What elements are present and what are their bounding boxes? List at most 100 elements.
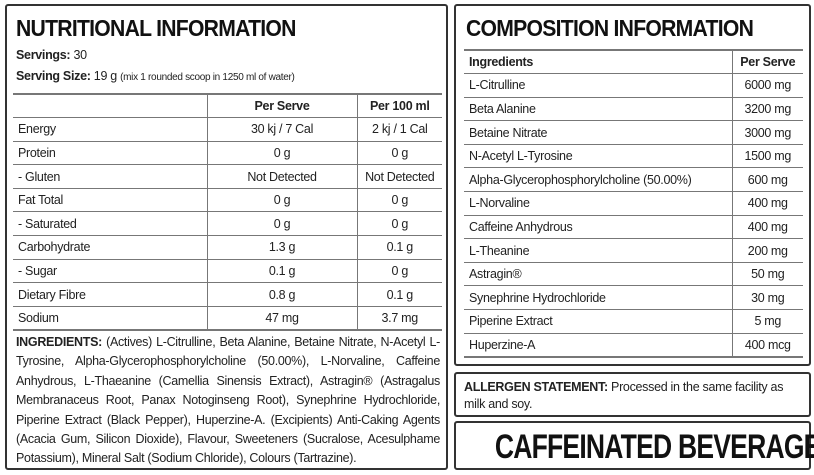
column-header xyxy=(13,93,208,119)
row-label: - Gluten xyxy=(13,164,208,189)
column-header: Per Serve xyxy=(731,49,803,75)
cell-value: 50 mg xyxy=(731,261,803,287)
cell-value: 0.1 g xyxy=(206,258,358,284)
row-label: L-Theanine xyxy=(464,238,733,263)
row-label: - Sugar xyxy=(13,258,208,284)
row-label: L-Citrulline xyxy=(464,73,733,98)
cell-value: 30 kj / 7 Cal xyxy=(206,117,358,142)
table-row: Betaine Nitrate 3000 mg xyxy=(464,120,803,145)
serving-size-value: 19 g xyxy=(93,69,117,83)
table-header-row: Ingredients Per Serve xyxy=(464,49,803,75)
table-row: Alpha-Glycerophosphorylcholine (50.00%) 6… xyxy=(464,167,803,193)
cell-value: 600 mg xyxy=(731,167,803,193)
cell-value: 0 g xyxy=(356,187,442,213)
nutrition-table: Per Serve Per 100 ml Energy 30 kj / 7 Cal 2 … xyxy=(13,93,442,331)
cell-value: 2 kj / 1 Cal xyxy=(356,117,442,142)
composition-panel: COMPOSITION INFORMATION Ingredients Per S… xyxy=(454,4,811,366)
row-label: - Saturated xyxy=(13,211,208,237)
cell-value: 30 mg xyxy=(731,285,803,311)
cell-value: 0.1 g xyxy=(356,282,442,307)
table-row: - Gluten Not Detected Not Detected xyxy=(13,164,442,189)
cell-value: 47 mg xyxy=(206,305,358,331)
table-row: Beta Alanine 3200 mg xyxy=(464,96,803,122)
table-row: Sodium 47 mg 3.7 mg xyxy=(13,305,442,331)
cell-value: 400 mg xyxy=(731,191,803,216)
cell-value: 0 g xyxy=(206,187,358,213)
table-row: Carbohydrate 1.3 g 0.1 g xyxy=(13,235,442,260)
cell-value: 0 g xyxy=(356,211,442,237)
cell-value: 0 g xyxy=(206,211,358,237)
caffeinated-banner: CAFFEINATED BEVERAGE xyxy=(454,421,814,470)
cell-value: 0 g xyxy=(206,140,358,166)
column-header: Ingredients xyxy=(464,49,733,75)
nutrition-title: NUTRITIONAL INFORMATION xyxy=(16,15,296,41)
cell-value: 200 mg xyxy=(731,238,803,263)
column-header: Per 100 ml xyxy=(356,93,442,119)
row-label: Astragin® xyxy=(464,261,733,287)
table-row: L-Citrulline 6000 mg xyxy=(464,73,803,98)
table-row: Synephrine Hydrochloride 30 mg xyxy=(464,285,803,311)
table-row: Dietary Fibre 0.8 g 0.1 g xyxy=(13,282,442,307)
table-row: Huperzine-A 400 mcg xyxy=(464,332,803,358)
cell-value: Not Detected xyxy=(206,164,358,189)
row-label: Huperzine-A xyxy=(464,332,733,358)
table-row: L-Theanine 200 mg xyxy=(464,238,803,263)
row-label: Protein xyxy=(13,140,208,166)
serving-size-note: (mix 1 rounded scoop in 1250 ml of water… xyxy=(120,72,295,83)
table-row: Energy 30 kj / 7 Cal 2 kj / 1 Cal xyxy=(13,117,442,142)
row-label: Synephrine Hydrochloride xyxy=(464,285,733,311)
row-label: Dietary Fibre xyxy=(13,282,208,307)
caffeinated-beverage-text: CAFFEINATED BEVERAGE xyxy=(494,428,814,466)
cell-value: 3.7 mg xyxy=(356,305,442,331)
cell-value: Not Detected xyxy=(356,164,442,189)
servings: Servings: 30 xyxy=(16,48,87,62)
row-label: L-Norvaline xyxy=(464,191,733,216)
cell-value: 0.1 g xyxy=(356,235,442,260)
serving-size-label: Serving Size: xyxy=(16,69,91,83)
table-row: Piperine Extract 5 mg xyxy=(464,309,803,334)
row-label: N-Acetyl L-Tyrosine xyxy=(464,143,733,169)
nutrition-panel: NUTRITIONAL INFORMATION Servings: 30 Ser… xyxy=(5,4,448,470)
row-label: Caffeine Anhydrous xyxy=(464,214,733,240)
cell-value: 6000 mg xyxy=(731,73,803,98)
ingredients-label: INGREDIENTS: xyxy=(16,335,102,349)
row-label: Fat Total xyxy=(13,187,208,213)
table-header-row: Per Serve Per 100 ml xyxy=(13,93,442,119)
column-header: Per Serve xyxy=(206,93,358,119)
allergen-label: ALLERGEN STATEMENT: xyxy=(464,380,608,394)
table-row: Astragin® 50 mg xyxy=(464,261,803,287)
servings-label: Servings: xyxy=(16,48,71,62)
cell-value: 1.3 g xyxy=(206,235,358,260)
allergen-text: Processed in the same facility as milk a… xyxy=(464,380,784,411)
cell-value: 5 mg xyxy=(731,309,803,334)
composition-table: Ingredients Per Serve L-Citrulline 6000 mg B… xyxy=(464,49,803,358)
row-label: Piperine Extract xyxy=(464,309,733,334)
composition-title: COMPOSITION INFORMATION xyxy=(466,15,754,41)
table-row: Caffeine Anhydrous 400 mg xyxy=(464,214,803,240)
row-label: Energy xyxy=(13,117,208,142)
cell-value: 0 g xyxy=(356,140,442,166)
cell-value: 0 g xyxy=(356,258,442,284)
table-row: L-Norvaline 400 mg xyxy=(464,191,803,216)
servings-value: 30 xyxy=(73,48,87,62)
table-row: N-Acetyl L-Tyrosine 1500 mg xyxy=(464,143,803,169)
serving-size: Serving Size: 19 g (mix 1 rounded scoop … xyxy=(16,69,295,83)
cell-value: 3200 mg xyxy=(731,96,803,122)
allergen-panel: ALLERGEN STATEMENT: Processed in the sam… xyxy=(454,372,811,417)
row-label: Sodium xyxy=(13,305,208,331)
cell-value: 3000 mg xyxy=(731,120,803,145)
ingredients-paragraph: INGREDIENTS: (Actives) L-Citrulline, Bet… xyxy=(16,333,440,469)
row-label: Alpha-Glycerophosphorylcholine (50.00%) xyxy=(464,167,733,193)
row-label: Carbohydrate xyxy=(13,235,208,260)
row-label: Betaine Nitrate xyxy=(464,120,733,145)
cell-value: 0.8 g xyxy=(206,282,358,307)
allergen-statement: ALLERGEN STATEMENT: Processed in the sam… xyxy=(464,379,804,413)
cell-value: 1500 mg xyxy=(731,143,803,169)
cell-value: 400 mg xyxy=(731,214,803,240)
ingredients-text: (Actives) L-Citrulline, Beta Alanine, Be… xyxy=(16,335,440,466)
cell-value: 400 mcg xyxy=(731,332,803,358)
